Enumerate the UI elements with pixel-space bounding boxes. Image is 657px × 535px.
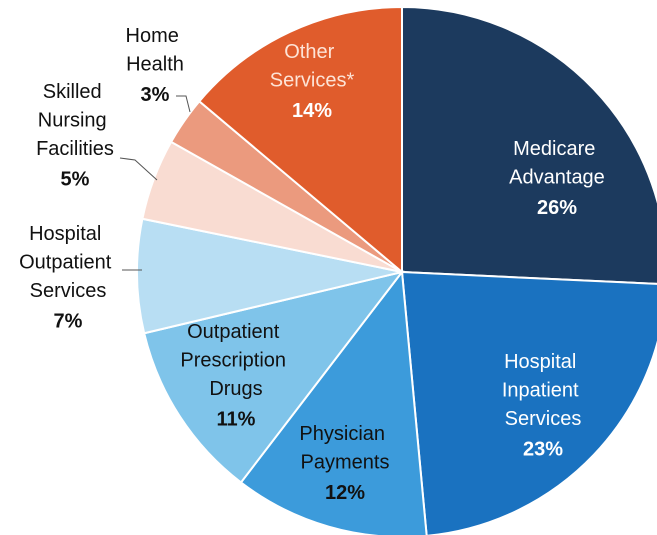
slice-label: Skilled Nursing Facilities xyxy=(36,81,114,160)
slice-label: Home Health xyxy=(126,25,185,76)
slice-label: Outpatient Prescription Drugs xyxy=(180,321,291,400)
slice-value-label: 23% xyxy=(523,439,563,461)
slice-value-label: 3% xyxy=(141,84,170,106)
slice-label: Physician Payments xyxy=(299,423,390,474)
pie-slice xyxy=(401,5,657,285)
pie-slice xyxy=(400,270,657,535)
slice-label: Hospital Inpatient Services xyxy=(502,351,584,430)
pie-slice xyxy=(197,5,403,275)
slice-value-label: 14% xyxy=(292,100,332,122)
slice-value-label: 12% xyxy=(325,482,365,504)
slice-value-label: 5% xyxy=(61,169,90,191)
leader-line xyxy=(119,157,158,181)
slice-label: Hospital Outpatient Services xyxy=(19,223,117,302)
slice-label: Medicare Advantage xyxy=(509,138,605,189)
leader-line xyxy=(176,95,191,113)
slice-value-label: 11% xyxy=(217,409,256,431)
pie-slice xyxy=(142,270,405,484)
pie-slice xyxy=(239,269,428,535)
slice-value-label: 7% xyxy=(54,311,83,333)
slice-label: Other Services* xyxy=(270,41,355,92)
slice-value-label: 26% xyxy=(537,197,577,219)
pie-slice xyxy=(136,217,403,335)
